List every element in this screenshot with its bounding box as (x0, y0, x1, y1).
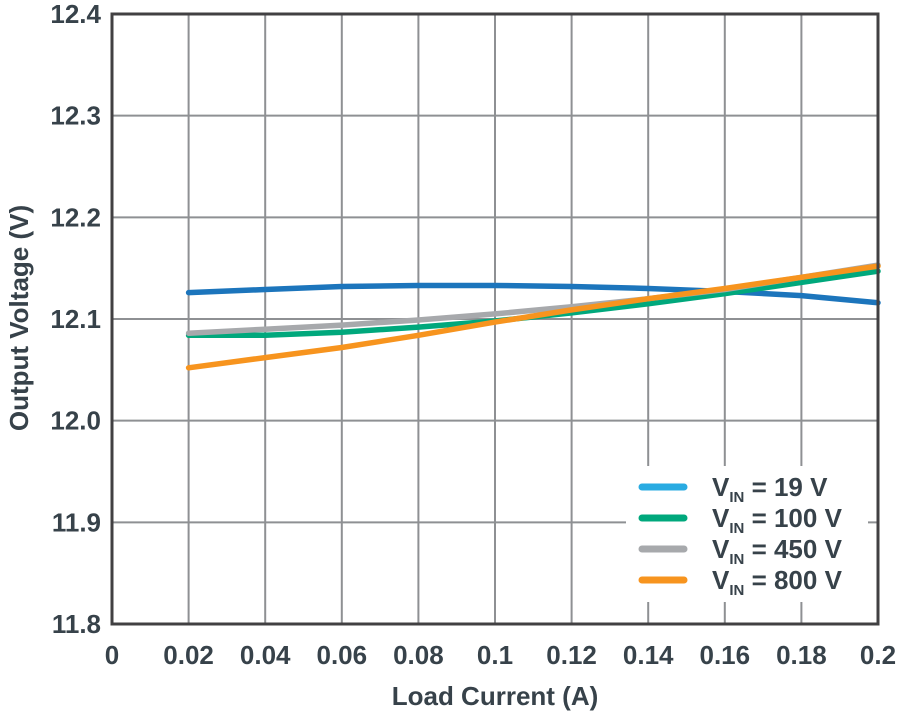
y-tick-label: 11.9 (52, 507, 101, 537)
legend-item-vin-800: VIN = 800 V (638, 565, 843, 599)
x-tick-label: 0.12 (546, 640, 597, 670)
y-tick-label: 12.0 (50, 406, 101, 436)
y-axis-label: Output Voltage (V) (4, 205, 34, 431)
y-tick-label: 11.8 (52, 609, 101, 639)
x-tick-label: 0.06 (316, 640, 367, 670)
x-tick-label: 0.16 (699, 640, 750, 670)
legend-item-vin-19: VIN = 19 V (638, 472, 828, 506)
x-axis-label: Load Current (A) (392, 681, 599, 711)
y-tick-label: 12.1 (50, 304, 101, 334)
x-tick-label: 0 (105, 640, 119, 670)
x-tick-label: 0.02 (163, 640, 214, 670)
legend-label-vin-800: VIN = 800 V (712, 565, 843, 599)
series-line-vin-19 (185, 282, 881, 306)
legend-label-vin-100: VIN = 100 V (712, 503, 843, 537)
x-tick-label: 0.08 (393, 640, 444, 670)
x-tick-label: 0.04 (240, 640, 291, 670)
x-tick-label: 0.18 (776, 640, 827, 670)
x-tick-label: 0.14 (623, 640, 674, 670)
y-tick-label: 12.2 (50, 202, 101, 232)
y-tick-label: 12.4 (50, 0, 101, 29)
series-line-vin-450 (185, 262, 881, 336)
tick-labels: 0 0.02 0.04 0.06 0.08 0.1 0.12 0.14 0.16 0.18 0.2 1… (50, 0, 896, 670)
legend-item-vin-100: VIN = 100 V (638, 503, 843, 537)
legend-label-vin-19: VIN = 19 V (712, 472, 828, 506)
plot-border (110, 12, 880, 626)
x-tick-label: 0.1 (477, 640, 513, 670)
y-tick-label: 12.3 (50, 101, 101, 131)
series-line-vin-800 (185, 263, 881, 371)
legend-label-vin-450: VIN = 450 V (712, 534, 843, 568)
series-lines (185, 262, 881, 371)
legend-item-vin-450: VIN = 450 V (638, 534, 843, 568)
x-tick-label: 0.2 (860, 640, 896, 670)
